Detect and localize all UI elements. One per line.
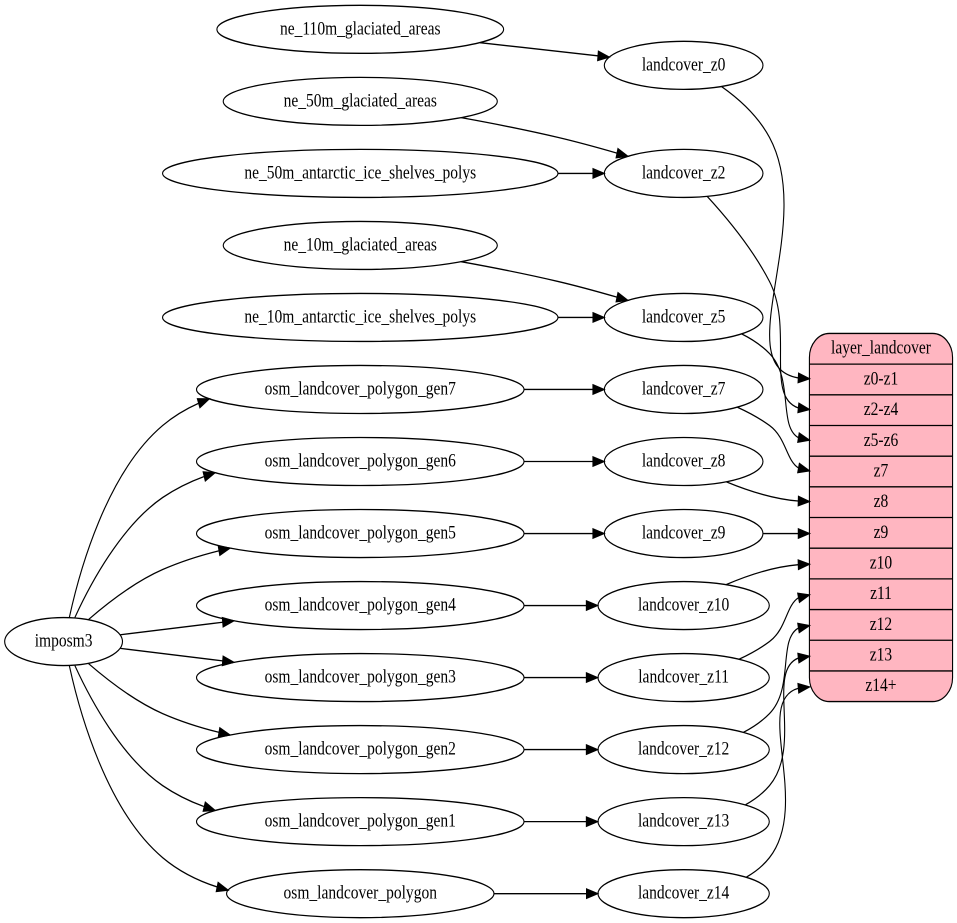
svg-text:landcover_z5: landcover_z5 <box>642 306 726 327</box>
svg-text:landcover_z8: landcover_z8 <box>642 450 726 471</box>
svg-text:ne_110m_glaciated_areas: ne_110m_glaciated_areas <box>280 18 441 39</box>
svg-text:z8: z8 <box>874 491 889 512</box>
svg-text:z0-z1: z0-z1 <box>864 368 898 389</box>
svg-text:ne_50m_antarctic_ice_shelves_p: ne_50m_antarctic_ice_shelves_polys <box>244 162 476 183</box>
svg-text:layer_landcover: layer_landcover <box>831 337 931 358</box>
svg-text:osm_landcover_polygon_gen4: osm_landcover_polygon_gen4 <box>265 594 457 615</box>
svg-text:osm_landcover_polygon_gen3: osm_landcover_polygon_gen3 <box>265 666 456 687</box>
svg-text:osm_landcover_polygon_gen5: osm_landcover_polygon_gen5 <box>265 522 456 543</box>
svg-text:z14+: z14+ <box>865 675 896 696</box>
svg-text:z11: z11 <box>870 583 892 604</box>
svg-text:z12: z12 <box>870 614 892 635</box>
svg-text:osm_landcover_polygon_gen7: osm_landcover_polygon_gen7 <box>265 378 457 399</box>
svg-text:landcover_z9: landcover_z9 <box>642 522 726 543</box>
svg-text:landcover_z10: landcover_z10 <box>638 594 729 615</box>
svg-text:imposm3: imposm3 <box>35 630 93 651</box>
svg-text:osm_landcover_polygon_gen6: osm_landcover_polygon_gen6 <box>265 450 457 471</box>
svg-text:landcover_z13: landcover_z13 <box>638 810 729 831</box>
svg-text:ne_10m_antarctic_ice_shelves_p: ne_10m_antarctic_ice_shelves_polys <box>244 306 476 327</box>
svg-text:z9: z9 <box>874 521 889 542</box>
svg-text:z7: z7 <box>874 460 889 481</box>
svg-text:landcover_z11: landcover_z11 <box>638 666 729 687</box>
svg-text:ne_50m_glaciated_areas: ne_50m_glaciated_areas <box>284 90 438 111</box>
svg-text:landcover_z7: landcover_z7 <box>642 378 726 399</box>
svg-text:z2-z4: z2-z4 <box>864 399 899 420</box>
svg-text:osm_landcover_polygon: osm_landcover_polygon <box>284 882 438 903</box>
svg-text:z13: z13 <box>870 644 892 665</box>
svg-text:z5-z6: z5-z6 <box>864 429 899 450</box>
svg-text:osm_landcover_polygon_gen1: osm_landcover_polygon_gen1 <box>265 810 456 831</box>
svg-text:landcover_z2: landcover_z2 <box>642 162 726 183</box>
svg-text:z10: z10 <box>870 552 892 573</box>
svg-text:landcover_z14: landcover_z14 <box>638 882 730 903</box>
svg-text:landcover_z12: landcover_z12 <box>638 738 729 759</box>
svg-text:ne_10m_glaciated_areas: ne_10m_glaciated_areas <box>284 234 438 255</box>
svg-text:osm_landcover_polygon_gen2: osm_landcover_polygon_gen2 <box>265 738 456 759</box>
svg-text:landcover_z0: landcover_z0 <box>642 54 726 75</box>
